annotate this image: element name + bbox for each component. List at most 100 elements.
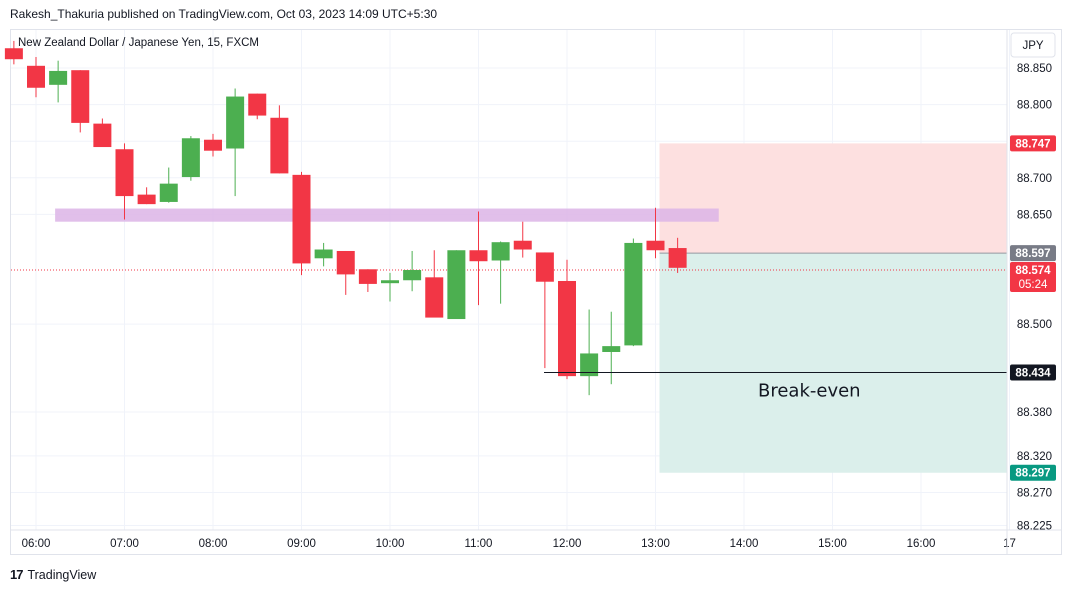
candle-body — [425, 277, 444, 318]
candle-body — [93, 123, 112, 148]
x-tick-label: 08:00 — [199, 538, 228, 550]
publisher-line: Rakesh_Thakuria published on TradingView… — [10, 7, 438, 21]
candle[interactable] — [4, 40, 23, 65]
y-tick-label: 88.225 — [1017, 520, 1052, 532]
take-profit-zone[interactable] — [659, 253, 1008, 473]
candle-body — [292, 174, 311, 264]
y-tick-label: 88.380 — [1017, 407, 1052, 419]
candle[interactable] — [336, 250, 355, 295]
candle[interactable] — [668, 237, 687, 273]
break-even-label: Break-even — [758, 380, 861, 401]
y-tick-label: 88.320 — [1017, 451, 1052, 463]
candle[interactable] — [137, 187, 156, 205]
candle[interactable] — [381, 272, 399, 302]
candle[interactable] — [624, 238, 643, 347]
candle-body — [646, 240, 665, 251]
candle-body — [469, 250, 488, 262]
overlay-layer: Break-even — [544, 371, 1007, 401]
candle[interactable] — [159, 167, 178, 203]
x-tick-label: 13:00 — [641, 538, 670, 550]
candle-body — [137, 194, 156, 205]
entry-price-tag-bg — [1010, 245, 1056, 262]
candle[interactable] — [513, 221, 532, 258]
candle[interactable] — [358, 269, 377, 292]
stop-price-tag: 88.747 — [1015, 138, 1050, 150]
candle[interactable] — [447, 250, 466, 320]
candle[interactable] — [491, 241, 510, 304]
candle-body — [624, 242, 643, 346]
footer-brand[interactable]: TradingView — [27, 567, 97, 582]
candle-body — [491, 242, 510, 261]
candle[interactable] — [602, 311, 621, 385]
candle-body — [27, 65, 45, 88]
candle[interactable] — [27, 57, 45, 98]
candle-body — [115, 149, 134, 197]
candle-body — [513, 240, 532, 250]
candle[interactable] — [425, 250, 444, 318]
candle[interactable] — [71, 70, 90, 133]
target-price-tag: 88.297 — [1015, 468, 1050, 480]
y-tick-label: 88.700 — [1017, 173, 1052, 185]
tradingview-logo-icon[interactable]: 17 — [10, 567, 24, 582]
target-price-tag-bg — [1010, 464, 1056, 481]
candle[interactable] — [204, 133, 222, 157]
candle-body — [602, 346, 621, 352]
candle[interactable] — [115, 143, 134, 220]
candle-body — [381, 280, 399, 284]
y-tick-label: 88.500 — [1017, 319, 1052, 331]
x-tick-label: 10:00 — [376, 538, 405, 550]
candle-body — [248, 93, 267, 116]
break-even-price-tag-bg — [1010, 364, 1056, 381]
last-price-tag-countdown: 05:24 — [1019, 279, 1048, 291]
candle-body — [358, 269, 377, 284]
candle[interactable] — [403, 250, 422, 292]
candle[interactable] — [314, 242, 333, 267]
candle[interactable] — [49, 60, 68, 103]
candle[interactable] — [270, 105, 289, 174]
x-tick-label: 12:00 — [553, 538, 582, 550]
stop-loss-zone[interactable] — [659, 143, 1008, 254]
candle-body — [49, 70, 68, 85]
candle-body — [159, 183, 178, 202]
candle[interactable] — [580, 309, 599, 396]
x-tick-label: 14:00 — [730, 538, 759, 550]
x-tick-label: 07:00 — [110, 538, 139, 550]
y-tick-label: 88.650 — [1017, 209, 1052, 221]
currency-button[interactable] — [1010, 32, 1056, 58]
candle[interactable] — [292, 171, 311, 276]
candle[interactable] — [226, 88, 245, 197]
x-tick-label: 09:00 — [287, 538, 316, 550]
candle[interactable] — [181, 136, 200, 181]
y-tick-label: 88.270 — [1017, 488, 1052, 500]
candle-body — [181, 138, 200, 178]
candle-body — [668, 248, 687, 268]
candle[interactable] — [558, 259, 576, 380]
chart-title: New Zealand Dollar / Japanese Yen, 15, F… — [18, 37, 259, 49]
candle[interactable] — [469, 211, 488, 306]
candle[interactable] — [248, 93, 267, 120]
y-tick-label: 88.800 — [1017, 100, 1052, 112]
candle-body — [447, 250, 466, 320]
chart-frame — [10, 29, 1062, 555]
candle[interactable] — [535, 252, 554, 369]
last-price-tag: 88.574 — [1015, 265, 1051, 277]
candle-body — [580, 353, 599, 377]
candle-body — [336, 250, 355, 275]
candle-body — [314, 249, 333, 259]
candle-body — [226, 96, 245, 149]
currency-button-label[interactable]: JPY — [1022, 40, 1043, 52]
zone-layer — [11, 143, 1008, 473]
candle-body — [4, 48, 23, 60]
axis-layer: 88.85088.80088.75088.70088.65088.50088.3… — [11, 30, 1061, 554]
candle-layer — [4, 40, 687, 396]
stop-price-tag-bg — [1010, 135, 1056, 152]
x-tick-label: 15:00 — [818, 538, 847, 550]
candle[interactable] — [93, 118, 112, 148]
entry-price-tag: 88.597 — [1015, 248, 1050, 260]
x-tick-label: 16:00 — [907, 538, 936, 550]
candle-body — [270, 117, 289, 174]
y-tick-label: 88.850 — [1017, 63, 1052, 75]
resistance-zone[interactable] — [55, 208, 719, 222]
candle[interactable] — [646, 207, 665, 259]
